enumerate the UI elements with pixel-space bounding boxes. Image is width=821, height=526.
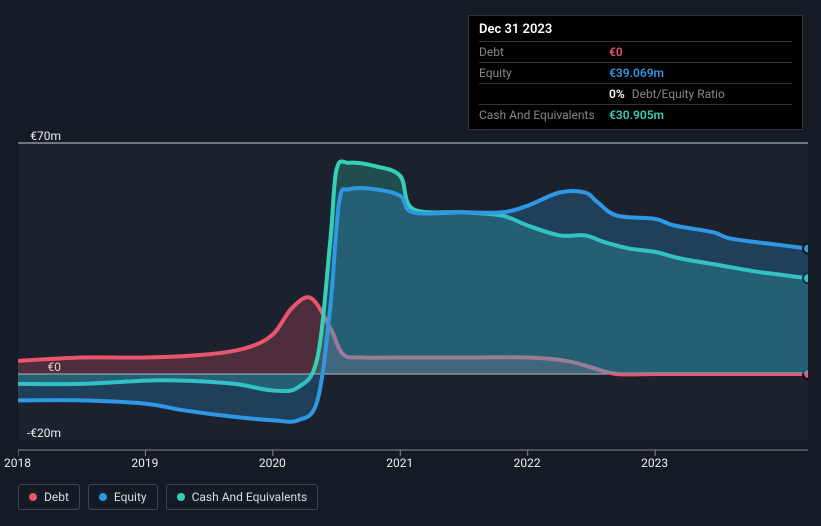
- tt-label: Equity: [479, 66, 609, 80]
- tt-value: 0% Debt/Equity Ratio: [609, 87, 725, 101]
- legend-item-equity[interactable]: Equity: [88, 484, 158, 510]
- tt-label: Cash And Equivalents: [479, 108, 609, 122]
- tt-label: [479, 87, 609, 101]
- legend-dot-equity: [99, 493, 107, 501]
- legend-dot-cash: [177, 493, 185, 501]
- tooltip: Dec 31 2023 Debt €0 Equity €39.069m 0% D…: [468, 15, 803, 130]
- legend-item-debt[interactable]: Debt: [18, 484, 80, 510]
- tooltip-row-equity: Equity €39.069m: [479, 62, 792, 83]
- tt-ratio-value: 0%: [609, 87, 625, 101]
- tooltip-row-ratio: 0% Debt/Equity Ratio: [479, 83, 792, 104]
- tt-value: €39.069m: [609, 66, 664, 80]
- legend-label: Cash And Equivalents: [192, 490, 308, 504]
- tt-label: Debt: [479, 45, 609, 59]
- tt-value: €0: [609, 45, 623, 59]
- tooltip-date: Dec 31 2023: [479, 22, 792, 37]
- legend-label: Debt: [44, 490, 69, 504]
- tt-value: €30.905m: [609, 108, 664, 122]
- legend-item-cash[interactable]: Cash And Equivalents: [166, 484, 319, 510]
- tooltip-row-debt: Debt €0: [479, 41, 792, 62]
- tooltip-row-cash: Cash And Equivalents €30.905m: [479, 104, 792, 125]
- legend: Debt Equity Cash And Equivalents: [18, 484, 318, 510]
- legend-label: Equity: [114, 490, 147, 504]
- tt-ratio-extra: Debt/Equity Ratio: [632, 87, 725, 101]
- legend-dot-debt: [29, 493, 37, 501]
